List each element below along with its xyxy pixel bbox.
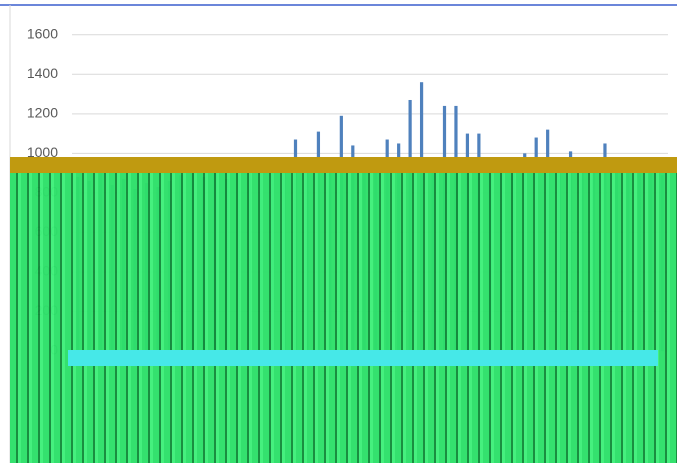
render-glitch [68, 350, 658, 366]
y-tick-label: 1600 [27, 25, 58, 41]
y-tick-label: 1200 [27, 105, 58, 121]
render-glitch [10, 173, 677, 463]
render-glitch [10, 157, 677, 173]
y-tick-label: 1000 [27, 144, 58, 160]
y-tick-label: 1400 [27, 65, 58, 81]
